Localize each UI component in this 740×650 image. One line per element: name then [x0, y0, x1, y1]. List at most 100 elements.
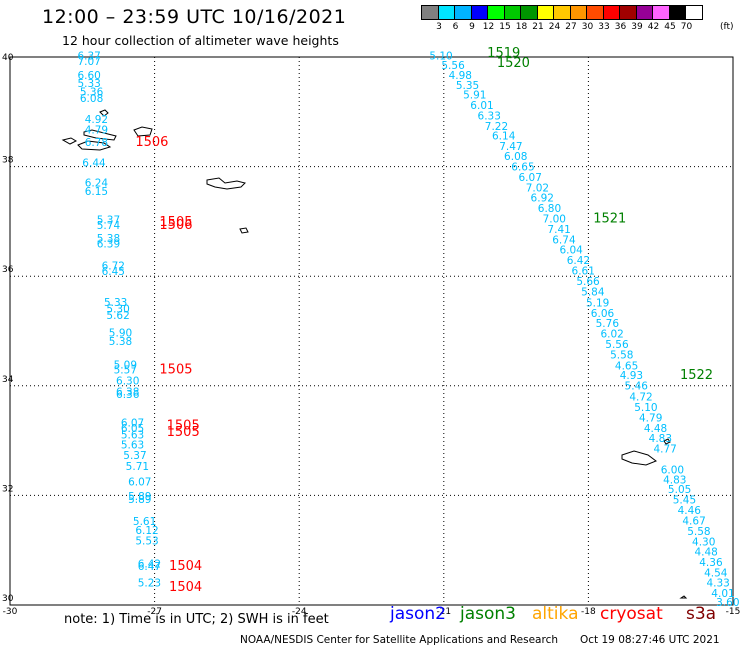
wave-height-value: 5.35 [456, 80, 479, 92]
legend-label: 15 [499, 22, 511, 32]
wave-height-value: 5.53 [135, 536, 158, 548]
wave-height-value: 6.65 [511, 161, 534, 173]
wave-height-value: 5.90 [109, 327, 132, 339]
lon-tick-label: -18 [581, 607, 596, 617]
lon-tick-label: -21 [436, 607, 451, 617]
legend-label: 36 [614, 22, 627, 32]
wave-height-value: 5.56 [441, 60, 465, 72]
legend-swatch [685, 5, 703, 20]
wave-height-value: 6.04 [559, 245, 583, 257]
wave-height-value: 5.58 [610, 349, 633, 361]
lat-tick-label: 36 [2, 265, 14, 275]
map-frame [9, 56, 734, 606]
wave-height-value: 7.07 [77, 56, 100, 68]
wave-height-value: 5.33 [77, 78, 100, 90]
legend-label: 30 [581, 22, 594, 32]
wave-height-value: 6.38 [116, 387, 139, 399]
wave-height-value: 6.14 [492, 131, 516, 143]
island-pico [77, 140, 112, 151]
satellite-legend-jason3: jason3 [460, 604, 516, 624]
wave-height-value: 7.00 [543, 213, 566, 225]
wave-height-value: 5.76 [596, 318, 620, 330]
lon-tick-label: -24 [292, 607, 307, 617]
wave-height-value: 4.36 [699, 557, 723, 569]
wave-height-value: 4.67 [682, 515, 705, 527]
legend-label: 33 [598, 22, 610, 32]
wave-height-value: 5.63 [121, 439, 144, 451]
legend-label: 12 [482, 22, 495, 32]
island-flores [83, 129, 117, 141]
wave-height-value: 4.65 [615, 360, 638, 372]
wave-height-value: 5.89 [128, 491, 151, 503]
lat-tick-label: 38 [2, 156, 14, 166]
wave-height-value: 5.84 [581, 286, 605, 298]
wave-height-value: 4.79 [85, 125, 108, 137]
wave-height-value: 4.83 [649, 433, 672, 445]
wave-height-value: 7.02 [526, 182, 549, 194]
pass-time-label: 1519 [487, 46, 520, 61]
wave-height-value: 6.36 [116, 389, 140, 401]
legend-label: 3 [436, 22, 442, 32]
wave-height-value: 6.78 [85, 137, 108, 149]
axis-labels: -30 -27 -24 -21 -18 -15 40 38 36 34 32 30 [2, 53, 740, 617]
wave-height-value: 5.46 [625, 381, 649, 393]
lat-tick-label: 34 [2, 375, 14, 385]
wave-height-value: 6.33 [478, 110, 501, 122]
wave-height-value: 5.61 [133, 516, 156, 528]
wave-height-value: 5.10 [429, 51, 452, 63]
credit-line: NOAA/NESDIS Center for Satellite Applica… [240, 634, 558, 646]
page-title: 12:00 – 23:59 UTC 10/16/2021 [42, 6, 347, 28]
satellite-legend-cryosat: cryosat [600, 604, 663, 624]
pass-time-label: 1505 [167, 425, 200, 440]
pass-time-labels: 1506150515061505150515051504150415191520… [135, 46, 713, 595]
island-desertas [679, 595, 688, 599]
wave-height-value: 5.23 [138, 577, 161, 589]
legend-label: 24 [548, 22, 561, 32]
wave-height-value: 4.01 [711, 588, 734, 600]
island-porto-santo [663, 438, 671, 445]
pass-time-label: 1505 [159, 215, 192, 230]
wave-height-value: 5.58 [687, 526, 710, 538]
island-corvo [99, 109, 109, 117]
wave-height-value: 6.07 [121, 417, 144, 429]
wave-height-value: 6.61 [572, 266, 595, 278]
wave-height-value: 5.05 [668, 484, 691, 496]
wave-height-value: 6.60 [77, 70, 100, 82]
wave-height-value: 6.08 [80, 93, 103, 105]
wave-height-value: 5.37 [97, 215, 120, 227]
wave-height-value: 5.38 [109, 336, 132, 348]
legend-label: 9 [469, 22, 475, 32]
wave-height-value: 6.45 [102, 266, 125, 278]
wave-height-value: 6.44 [82, 158, 106, 170]
wave-height-value: 6.39 [97, 239, 120, 251]
wave-height-value: 7.22 [485, 121, 508, 133]
wave-height-value: 4.54 [704, 568, 728, 580]
legend-label: 27 [565, 22, 577, 32]
wave-height-value: 5.91 [463, 90, 486, 102]
island-faial [61, 137, 78, 145]
wave-height-value: 4.79 [639, 412, 662, 424]
lat-tick-label: 32 [2, 484, 13, 494]
pass-time-label: 1504 [169, 559, 202, 574]
wave-height-value: 5.38 [97, 233, 120, 245]
pass-time-label: 1520 [497, 56, 530, 71]
wave-height-value: 6.07 [128, 477, 151, 489]
island-terceira [133, 126, 153, 137]
lon-tick-label: -30 [3, 607, 18, 617]
wave-height-value: 6.92 [531, 193, 554, 205]
wave-height-value: 7.47 [499, 141, 522, 153]
satellite-legend-s3a: s3a [686, 604, 717, 624]
wave-height-value: 4.83 [663, 474, 686, 486]
legend-label: 6 [452, 22, 459, 32]
wave-height-value: 4.30 [692, 536, 715, 548]
page-subtitle: 12 hour collection of altimeter wave hei… [62, 33, 339, 48]
wave-height-value: 6.74 [552, 234, 576, 246]
wave-height-value: 4.46 [678, 505, 702, 517]
track-west: 6.377.076.605.335.366.084.924.796.786.44… [77, 51, 161, 590]
wave-height-value: 6.01 [470, 100, 493, 112]
pass-time-label: 1506 [159, 218, 192, 233]
satellite-legend-jason2: jason2 [390, 604, 446, 624]
lon-tick-label: -27 [147, 607, 162, 617]
